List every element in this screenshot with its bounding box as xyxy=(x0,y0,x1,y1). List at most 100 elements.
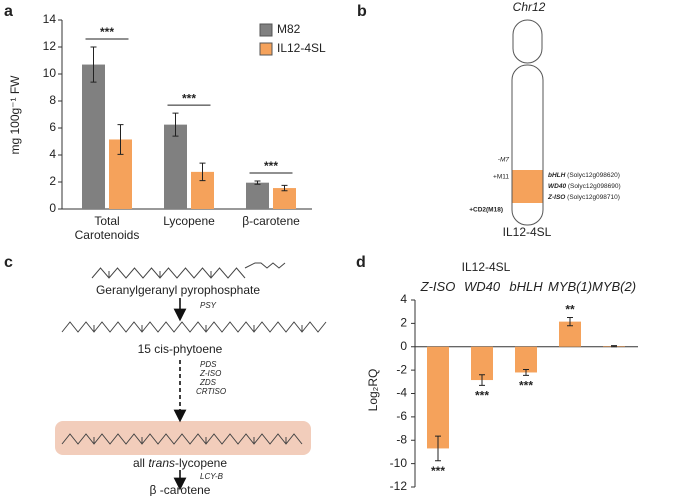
legend-swatch xyxy=(259,42,273,56)
significance: *** xyxy=(519,379,533,393)
chromosome-title: Chr12 xyxy=(513,0,546,14)
bar xyxy=(427,346,449,449)
y-tick-label: 4 xyxy=(49,147,56,161)
error-bar xyxy=(254,180,261,185)
error-bar xyxy=(567,317,573,327)
bar xyxy=(82,64,105,209)
molecule xyxy=(91,267,246,279)
chromosome-diagram: Chr12 -M7 +M11 +CD2(M18) bHLH (Solyc12g0… xyxy=(469,0,620,239)
bar xyxy=(559,321,581,347)
x-tick-label: β-carotene xyxy=(242,214,300,228)
y-axis-label: mg 100g⁻¹ FW xyxy=(8,75,22,155)
x-tick-label-box: WD40 xyxy=(463,280,501,294)
compound: β -carotene xyxy=(150,483,211,496)
x-tick-label: MYB(2) xyxy=(592,280,636,294)
panel-label: a xyxy=(4,3,13,20)
gene-name: WD40 xyxy=(548,183,566,190)
x-tick-label-box: Total Carotenoids xyxy=(74,214,140,242)
compound: all trans-lycopene xyxy=(133,456,227,470)
gene-id: (Solyc12g098710) xyxy=(567,194,620,201)
y-tick-label: 2 xyxy=(49,174,56,188)
molecule xyxy=(61,321,327,333)
pathway-diagram: Geranylgeranyl pyrophosphate PSY 15 cis-… xyxy=(55,283,311,496)
x-tick-label: Lycopene xyxy=(163,214,215,228)
significance: *** xyxy=(431,464,445,478)
error-bar xyxy=(90,46,97,83)
y-tick-label: 0 xyxy=(400,339,407,353)
y-tick-label: 10 xyxy=(43,66,57,80)
marker: -M7 xyxy=(498,157,510,164)
significance: ** xyxy=(565,303,575,317)
x-tick-label: Total Carotenoids xyxy=(74,214,140,242)
bar xyxy=(164,124,187,209)
compound: Geranylgeranyl pyrophosphate xyxy=(96,283,260,297)
y-tick-label: 14 xyxy=(43,12,57,26)
panel-label: c xyxy=(4,254,13,271)
x-tick-label-box: MYB(1) xyxy=(548,280,592,294)
gene: bHLH (Solyc12g098620) xyxy=(548,172,620,179)
x-tick-label-box: MYB(2) xyxy=(592,280,636,294)
gene-name: Z-ISO xyxy=(547,194,565,201)
y-tick-label: 2 xyxy=(400,316,407,330)
x-tick-label: Z-ISO xyxy=(420,280,456,294)
x-tick-label-box: bHLH xyxy=(509,280,543,294)
error-bar xyxy=(479,374,485,386)
y-tick-label: -2 xyxy=(396,362,407,376)
x-tick-label: MYB(1) xyxy=(548,280,592,294)
compound: 15 cis-phytoene xyxy=(138,342,223,356)
line-label: IL12-4SL xyxy=(503,225,552,239)
enzyme: CRTISO xyxy=(196,387,226,396)
introgression xyxy=(512,170,543,203)
error-bar xyxy=(199,162,206,182)
x-tick-label-box: Lycopene xyxy=(163,214,215,228)
y-tick-label: -12 xyxy=(390,479,408,493)
legend-swatch xyxy=(259,23,273,37)
y-tick-label: 6 xyxy=(49,120,56,134)
panel-label: d xyxy=(356,254,366,271)
text: all xyxy=(133,456,148,470)
error-bar xyxy=(172,112,179,137)
marker: +CD2(M18) xyxy=(469,207,503,214)
error-bar xyxy=(435,435,441,462)
y-tick-label: -8 xyxy=(396,432,407,446)
x-tick-label: WD40 xyxy=(463,280,501,294)
y-tick-label: 12 xyxy=(43,39,57,53)
error-bar xyxy=(611,345,617,348)
chart-title: IL12-4SL xyxy=(462,260,511,274)
gene: Z-ISO (Solyc12g098710) xyxy=(547,194,620,201)
enzyme: PDS xyxy=(200,360,217,369)
molecule xyxy=(61,433,303,445)
x-tick-label-box: β-carotene xyxy=(242,214,300,228)
legend-label: M82 xyxy=(277,22,301,36)
x-tick-label-box: Z-ISO xyxy=(420,280,456,294)
text: trans xyxy=(148,456,175,470)
enzyme: Z-ISO xyxy=(199,369,221,378)
panel-label: b xyxy=(357,3,367,20)
significance: *** xyxy=(100,25,114,39)
gene-id: (Solyc12g098690) xyxy=(568,183,621,190)
error-bar xyxy=(523,369,529,376)
enzyme: ZDS xyxy=(199,378,217,387)
enzyme: PSY xyxy=(200,301,217,310)
bar xyxy=(273,188,296,209)
x-tick-label: bHLH xyxy=(509,280,543,294)
bar xyxy=(515,346,537,373)
bar xyxy=(471,346,493,381)
gene-name: bHLH xyxy=(548,172,566,179)
text: -lycopene xyxy=(175,456,227,470)
y-tick-label: 4 xyxy=(400,292,407,306)
gene: WD40 (Solyc12g098690) xyxy=(548,183,621,190)
marker: +M11 xyxy=(493,174,509,181)
bar xyxy=(191,171,214,209)
gene-id: (Solyc12g098620) xyxy=(567,172,620,179)
significance: *** xyxy=(182,91,196,105)
highlight xyxy=(55,421,311,455)
y-tick-label: -6 xyxy=(396,409,407,423)
y-tick-label: 8 xyxy=(49,93,56,107)
bar xyxy=(109,139,132,209)
legend-label: IL12-4SL xyxy=(277,41,326,55)
error-bar xyxy=(117,124,124,155)
y-tick-label: -10 xyxy=(390,456,408,470)
y-tick-label: 0 xyxy=(49,201,56,215)
